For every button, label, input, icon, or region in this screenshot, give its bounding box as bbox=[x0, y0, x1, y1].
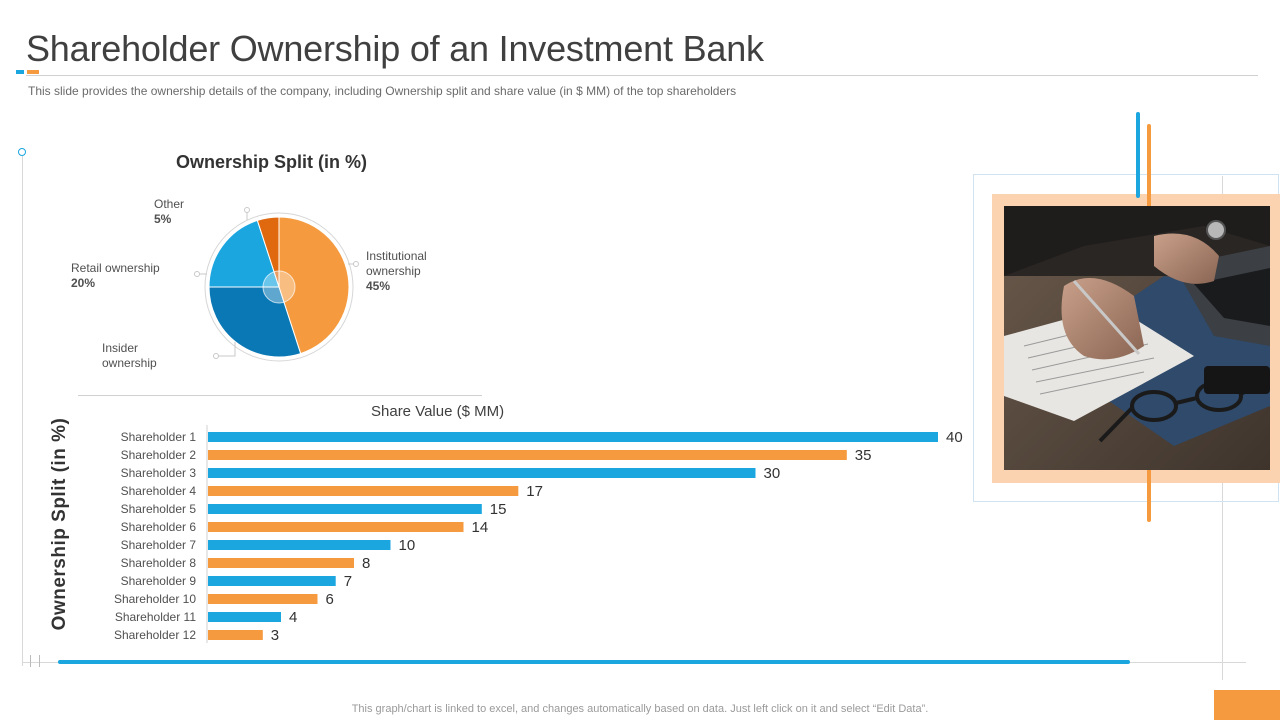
leader-dot-retail bbox=[194, 271, 200, 277]
pie-slice[interactable] bbox=[278, 216, 350, 355]
corner-accent bbox=[1214, 690, 1280, 720]
bar[interactable] bbox=[208, 468, 756, 478]
pie-chart[interactable] bbox=[190, 200, 370, 380]
slide-title: Shareholder Ownership of an Investment B… bbox=[26, 28, 764, 69]
pie-label-insider-name1: Insider bbox=[102, 341, 139, 355]
pie-label-retail-pct: 20% bbox=[71, 276, 96, 290]
pie-label-institutional-pct: 45% bbox=[366, 279, 391, 293]
pie-center-circle bbox=[262, 270, 296, 304]
pie-label-institutional-name2: ownership bbox=[366, 264, 421, 278]
pie-label-other-name: Other bbox=[154, 197, 185, 211]
pie-slice[interactable] bbox=[208, 286, 302, 358]
bar-value-label: 35 bbox=[855, 447, 872, 464]
bar-category-label: Shareholder 9 bbox=[121, 574, 197, 588]
bar-value-label: 17 bbox=[526, 483, 543, 500]
bar[interactable] bbox=[208, 522, 464, 532]
leader-line-insider bbox=[218, 342, 236, 357]
slide-subtitle: This slide provides the ownership detail… bbox=[28, 84, 737, 98]
bar-category-label: Shareholder 7 bbox=[121, 538, 197, 552]
bar[interactable] bbox=[208, 504, 482, 514]
leader-dot-other bbox=[244, 207, 250, 213]
bar-category-label: Shareholder 4 bbox=[121, 484, 197, 498]
bar[interactable] bbox=[208, 486, 519, 496]
bar[interactable] bbox=[208, 432, 938, 442]
bar-value-label: 7 bbox=[344, 573, 352, 590]
section-divider bbox=[78, 395, 482, 396]
pie-label-retail: Retail ownership 20% bbox=[71, 261, 160, 291]
pie-label-institutional: Institutional ownership 45% bbox=[366, 249, 427, 294]
bar[interactable] bbox=[208, 576, 336, 586]
bar-chart[interactable]: Shareholder 1 40 Shareholder 2 35 Shareholde… bbox=[90, 425, 990, 647]
pie-label-insider-name2: ownership bbox=[102, 356, 157, 370]
bar-category-label: Shareholder 5 bbox=[121, 502, 197, 516]
frame-circle-marker bbox=[18, 148, 26, 156]
bar[interactable] bbox=[208, 450, 847, 460]
bar[interactable] bbox=[208, 540, 391, 550]
suit-dark bbox=[1004, 206, 1270, 276]
bar-value-label: 6 bbox=[326, 591, 334, 608]
pie-label-retail-name: Retail ownership bbox=[71, 261, 160, 275]
writing-hand bbox=[1061, 278, 1144, 360]
smartphone bbox=[1204, 366, 1270, 394]
bar-category-label: Shareholder 12 bbox=[114, 628, 196, 642]
bar-value-label: 4 bbox=[289, 609, 297, 626]
bottom-accent-bar bbox=[58, 660, 1130, 664]
leader-dot-institutional bbox=[353, 261, 359, 267]
bar-value-label: 3 bbox=[271, 627, 279, 644]
deco-blue-line bbox=[1136, 112, 1140, 198]
pie-label-other: Other 5% bbox=[154, 197, 184, 227]
pie-slice[interactable] bbox=[256, 216, 280, 288]
pie-label-institutional-name1: Institutional bbox=[366, 249, 427, 263]
laptop-keyboard bbox=[1194, 268, 1270, 326]
pie-chart-title: Ownership Split (in %) bbox=[176, 152, 368, 172]
title-divider bbox=[26, 75, 1258, 76]
business-signing-photo bbox=[1004, 206, 1270, 470]
pie-slices bbox=[208, 216, 350, 358]
footnote: This graph/chart is linked to excel, and… bbox=[351, 703, 929, 715]
bar-value-label: 8 bbox=[362, 555, 370, 572]
pie-slice[interactable] bbox=[208, 219, 280, 288]
bar-value-label: 14 bbox=[472, 519, 489, 536]
title-accent-blue bbox=[16, 70, 24, 74]
other-hand bbox=[1154, 233, 1219, 284]
title-accent-orange bbox=[27, 70, 39, 74]
bar-category-label: Shareholder 1 bbox=[121, 430, 197, 444]
bar-category-label: Shareholder 10 bbox=[114, 592, 196, 606]
bar-value-label: 40 bbox=[946, 429, 963, 446]
y-axis-label: Ownership Split (in %) bbox=[49, 417, 70, 631]
bar-value-label: 30 bbox=[764, 465, 781, 482]
pie-leader-lines bbox=[194, 207, 359, 359]
bar[interactable] bbox=[208, 594, 318, 604]
photo-illustration bbox=[1004, 206, 1270, 470]
pie-outer-ring bbox=[204, 212, 354, 362]
bar-category-label: Shareholder 3 bbox=[121, 466, 197, 480]
wristwatch bbox=[1206, 220, 1226, 240]
frame-left-line bbox=[22, 156, 23, 666]
document-paper bbox=[1004, 306, 1194, 421]
bar-group: Shareholder 1 40 Shareholder 2 35 Shareholde… bbox=[114, 429, 963, 644]
pie-label-other-pct: 5% bbox=[154, 212, 172, 226]
bar-chart-title: Share Value ($ MM) bbox=[371, 403, 505, 420]
pie-label-insider: Insider ownership bbox=[102, 341, 157, 371]
bar-category-label: Shareholder 11 bbox=[115, 610, 196, 624]
leader-dot-insider bbox=[213, 353, 219, 359]
bar-category-label: Shareholder 8 bbox=[121, 556, 197, 570]
bar[interactable] bbox=[208, 558, 354, 568]
pen bbox=[1072, 280, 1141, 355]
bar-category-label: Shareholder 6 bbox=[121, 520, 197, 534]
bar-category-label: Shareholder 2 bbox=[121, 448, 197, 462]
frame-bottom-ticks bbox=[30, 655, 40, 667]
bar[interactable] bbox=[208, 630, 263, 640]
bar-value-label: 15 bbox=[490, 501, 507, 518]
bar-value-label: 10 bbox=[399, 537, 416, 554]
bar[interactable] bbox=[208, 612, 281, 622]
